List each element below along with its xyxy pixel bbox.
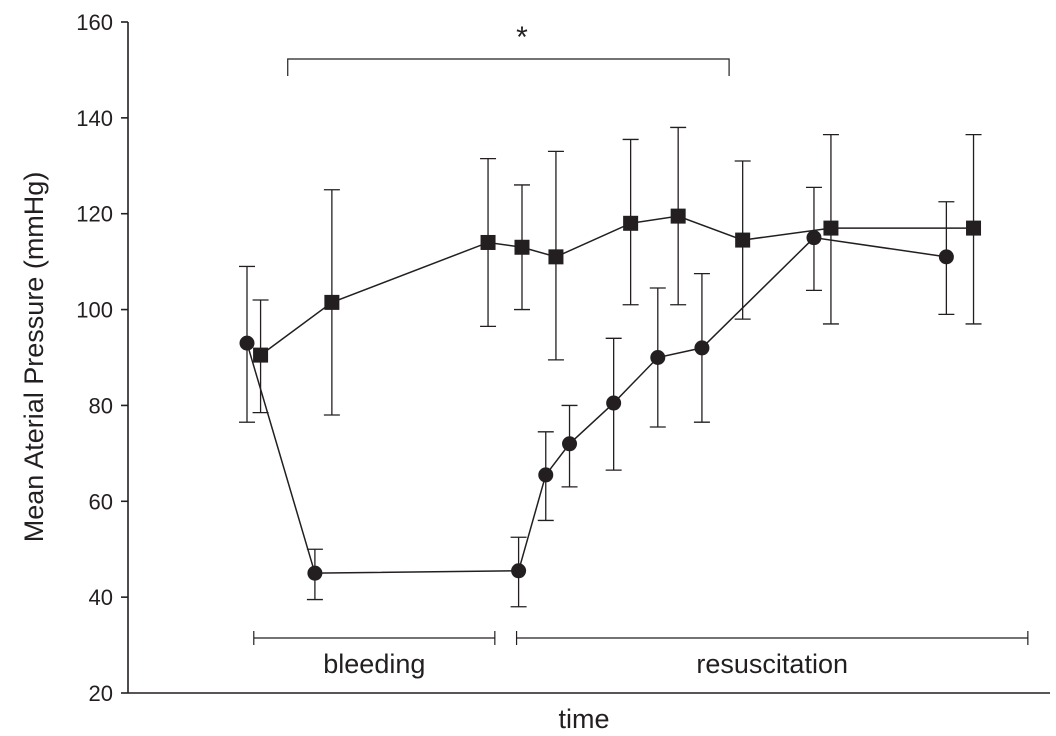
- data-point-circle: [307, 565, 323, 581]
- data-point-square: [623, 215, 639, 231]
- significance-star: *: [516, 21, 528, 54]
- error-bars: [239, 126, 982, 608]
- data-point-square: [480, 234, 496, 250]
- data-point-square: [514, 239, 530, 255]
- data-point-square: [735, 232, 751, 248]
- axes: 20 40 60 80 100 120 140 160: [76, 10, 1050, 706]
- series-line-square: [260, 215, 974, 356]
- y-axis-title: Mean Aterial Pressure (mmHg): [19, 172, 49, 543]
- data-point-square: [823, 220, 839, 236]
- y-tick-label: 160: [76, 10, 113, 35]
- y-tick-label: 80: [89, 393, 113, 418]
- y-tick-label: 100: [76, 298, 113, 323]
- series-markers: [239, 208, 982, 581]
- y-tick-label: 20: [89, 681, 113, 706]
- y-tick-label: 120: [76, 202, 113, 227]
- series-line-circle: [246, 236, 947, 574]
- x-axis-title: time: [558, 704, 609, 734]
- data-point-circle: [511, 563, 527, 579]
- y-tick-label: 140: [76, 106, 113, 131]
- y-tick-label: 40: [89, 585, 113, 610]
- data-point-circle: [606, 395, 622, 411]
- significance-bracket: [287, 58, 730, 76]
- data-point-circle: [562, 436, 578, 452]
- y-tick-label: 60: [89, 489, 113, 514]
- data-point-square: [324, 294, 340, 310]
- series-lines: [246, 215, 974, 574]
- data-point-square: [548, 249, 564, 265]
- data-point-circle: [538, 467, 554, 483]
- data-point-circle: [650, 350, 666, 365]
- data-point-square: [253, 347, 269, 363]
- data-point-square: [966, 220, 982, 236]
- data-point-circle: [938, 249, 954, 265]
- phase-label-bleeding: bleeding: [323, 649, 425, 679]
- data-point-circle: [806, 230, 822, 246]
- annotations: bleeding resuscitation: [253, 58, 1029, 679]
- data-point-square: [670, 208, 686, 224]
- phase-label-resuscitation: resuscitation: [696, 649, 848, 679]
- data-point-circle: [239, 335, 255, 351]
- data-point-circle: [694, 340, 710, 356]
